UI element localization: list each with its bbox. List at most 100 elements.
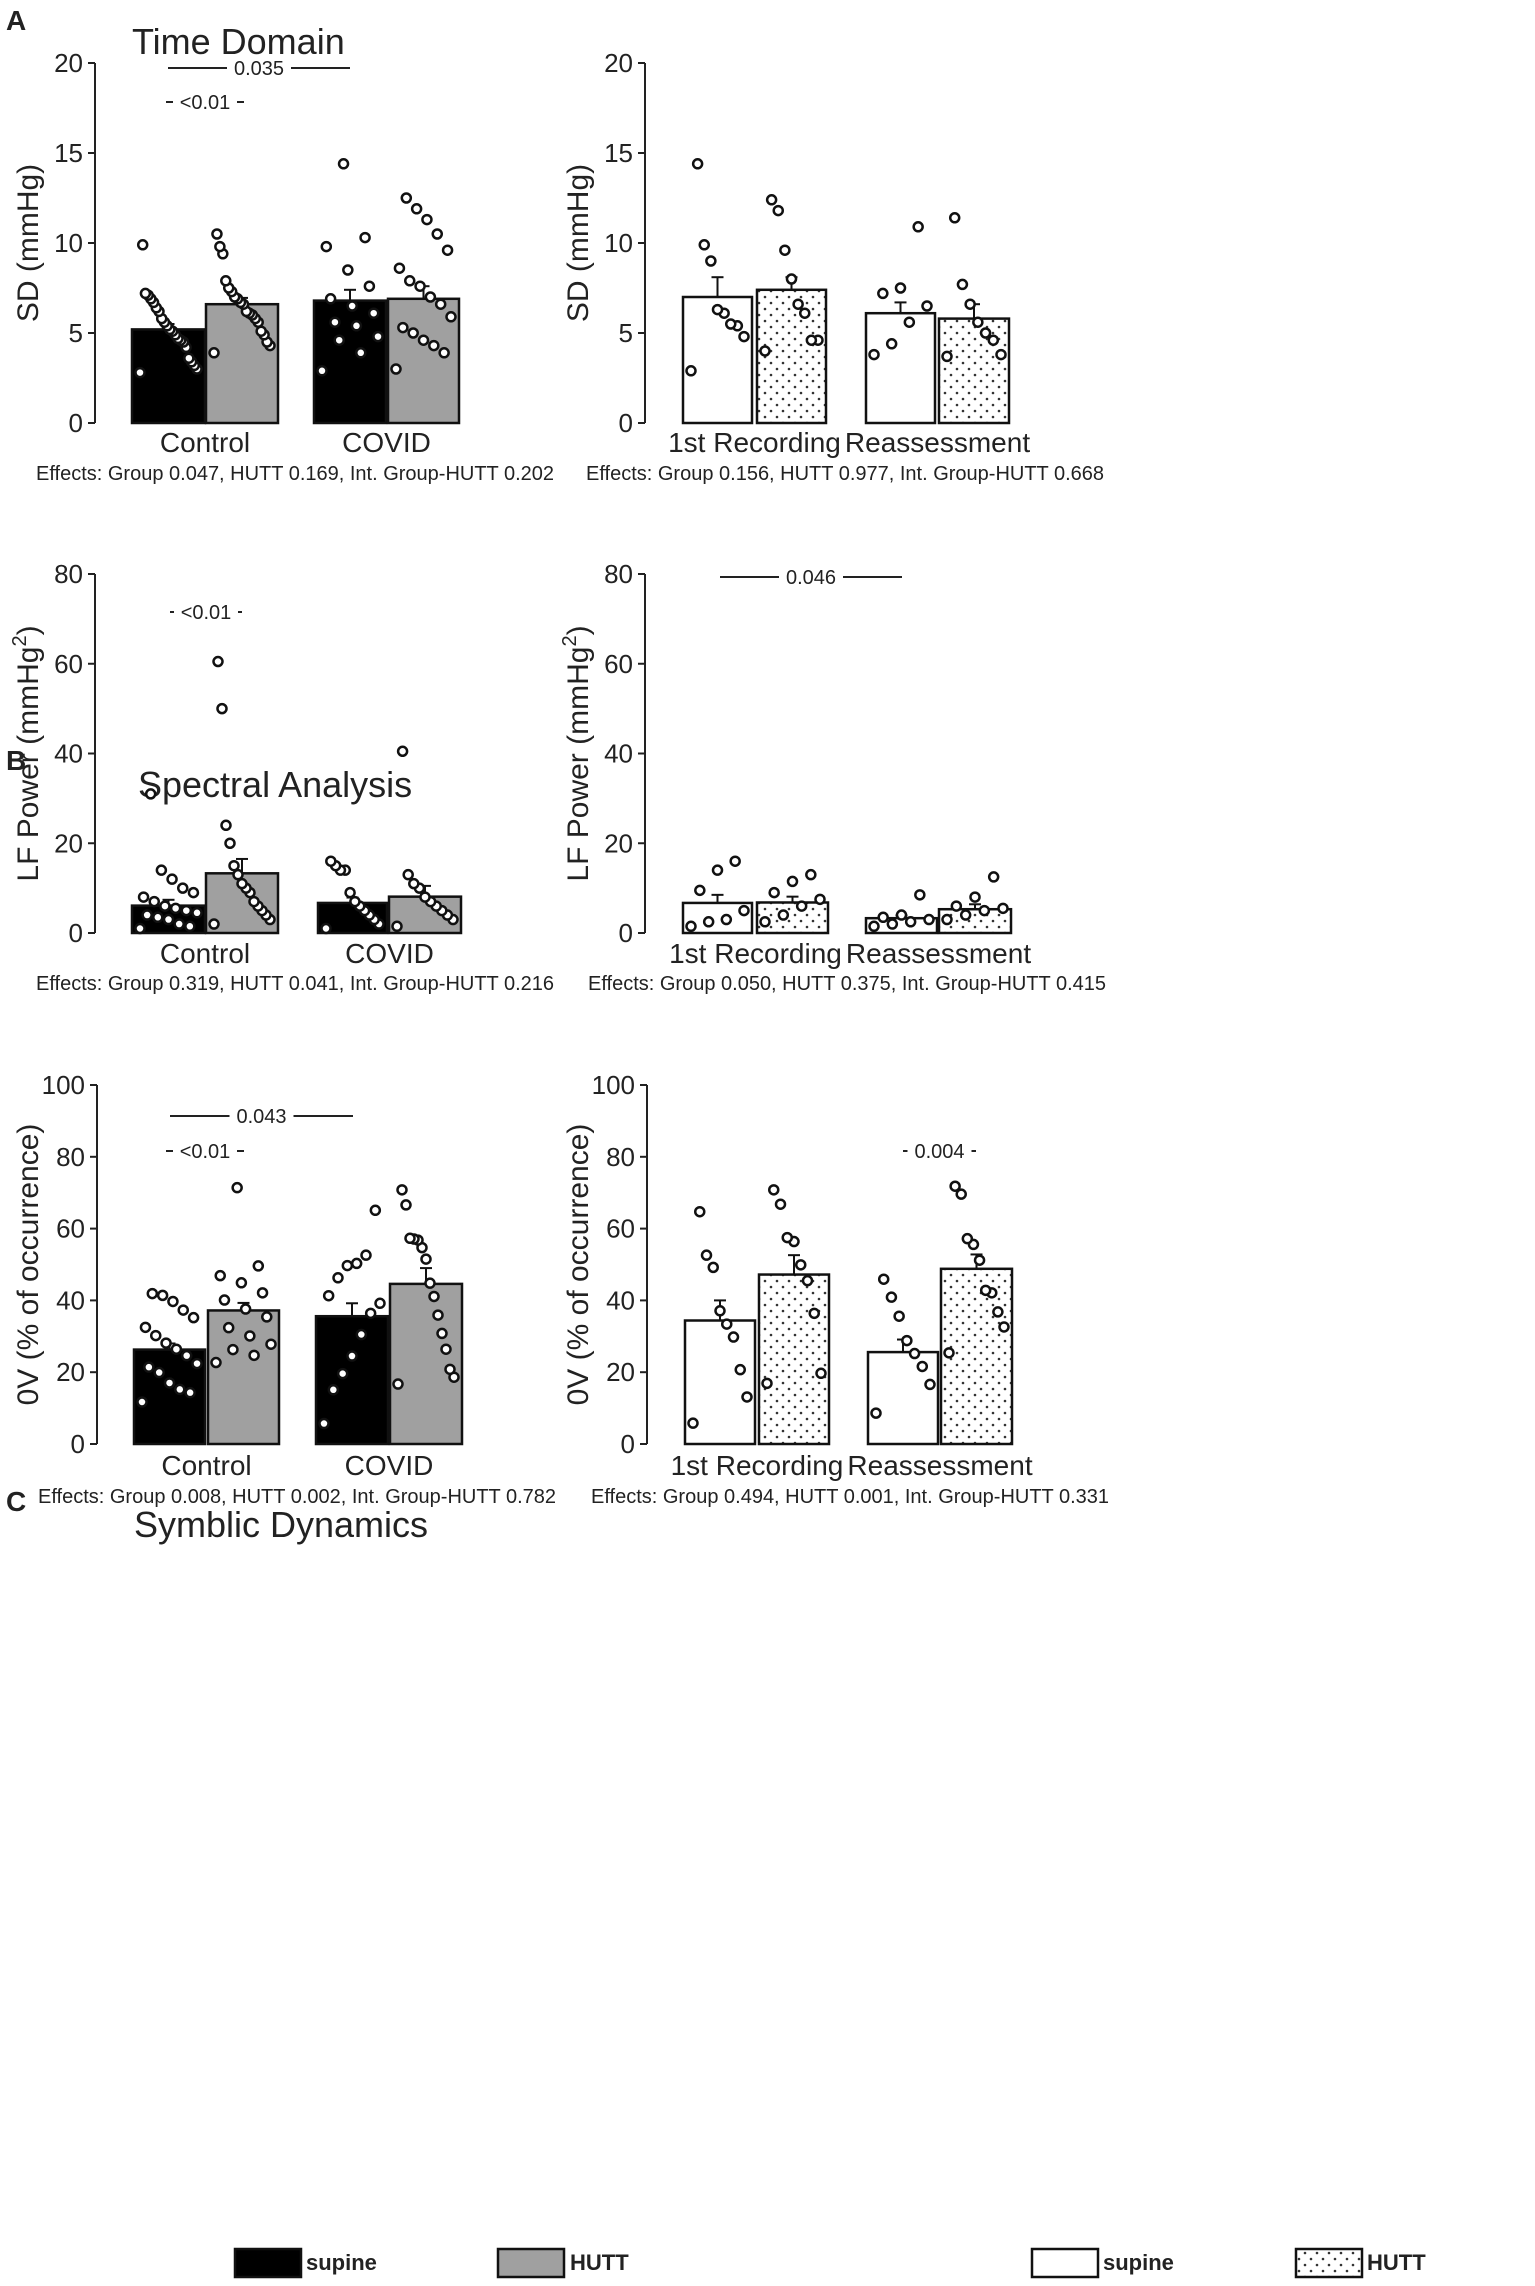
bar-reassessment-HUTT <box>937 317 1011 425</box>
y-axis-label: LF Power (mmHg2) <box>559 625 595 881</box>
data-point <box>955 1188 967 1200</box>
data-point <box>336 1367 349 1380</box>
data-point <box>759 916 771 928</box>
y-axis-label: SD (mmHg) <box>12 164 45 322</box>
data-point <box>768 886 780 899</box>
data-point <box>969 891 981 903</box>
legend-swatch-supine-white <box>1030 2247 1100 2279</box>
data-point <box>414 280 426 292</box>
data-point <box>239 1303 252 1315</box>
y-tick-label: 0 <box>69 918 83 948</box>
section-title-time-domain: Time Domain <box>132 21 345 62</box>
data-point <box>805 868 817 881</box>
data-point <box>146 1287 159 1300</box>
data-point <box>143 1361 155 1373</box>
y-axis-label: SD (mmHg) <box>562 164 595 322</box>
data-point <box>155 864 168 876</box>
data-point <box>808 1307 820 1320</box>
significance-p-value: 0.046 <box>786 567 836 589</box>
data-point <box>785 273 798 285</box>
data-point <box>208 918 220 930</box>
data-point <box>337 158 350 170</box>
legend-swatch-hutt-dots <box>1294 2247 1364 2279</box>
bar-1st-recording-HUTT <box>755 901 830 935</box>
effects-caption: Effects: Group 0.319, HUTT 0.041, Int. G… <box>36 973 554 995</box>
data-point <box>436 1327 448 1340</box>
data-point <box>184 1386 196 1399</box>
chart-panel-a-right: 0 5 10 15 20 SD (mmHg) 1st Recording Reassessme… <box>562 48 1104 485</box>
data-point <box>327 1384 340 1396</box>
data-point <box>995 348 1007 361</box>
data-point <box>169 902 182 915</box>
x-category-label: COVID <box>345 1450 434 1481</box>
data-point <box>410 203 423 215</box>
data-point <box>786 875 799 888</box>
bar-1st-recording-HUTT <box>755 288 828 425</box>
section-letter-a: A <box>6 5 26 36</box>
data-point <box>903 316 916 328</box>
data-point <box>332 1272 344 1284</box>
bar-reassessment-supine <box>864 311 937 425</box>
data-point <box>987 871 1000 883</box>
data-point <box>355 347 367 359</box>
data-point <box>139 287 152 300</box>
chart-panel-c-left: 0 20 40 60 80 100 0V (% of occurrence) Control C… <box>12 1070 556 1508</box>
data-point <box>232 868 244 881</box>
y-tick-label: 80 <box>606 1142 635 1172</box>
data-point <box>256 1287 269 1299</box>
data-point <box>320 922 332 935</box>
data-point <box>137 891 150 903</box>
data-point <box>252 1260 265 1272</box>
data-point <box>424 291 437 303</box>
data-point <box>220 275 232 287</box>
x-category-label: 1st Recording <box>669 938 842 969</box>
legend-swatch-hutt-gray <box>496 2247 566 2279</box>
data-point <box>407 327 419 339</box>
data-point <box>341 1259 354 1272</box>
data-point <box>404 1232 416 1245</box>
data-point <box>921 300 933 312</box>
data-point <box>805 334 818 346</box>
data-point <box>979 1284 992 1297</box>
data-point <box>779 244 791 256</box>
data-point <box>714 1305 726 1317</box>
data-point <box>941 350 953 363</box>
data-point <box>705 255 717 267</box>
section-title-spectral-analysis: Spectral Analysis <box>138 764 412 805</box>
y-tick-label: 100 <box>592 1070 635 1100</box>
data-point <box>391 920 403 933</box>
data-point <box>761 1377 773 1390</box>
data-point <box>870 1407 882 1419</box>
data-point <box>979 327 992 339</box>
data-point <box>134 922 146 935</box>
y-axis-label-end: ) <box>562 625 595 635</box>
data-point <box>173 918 185 930</box>
y-tick-label: 0 <box>621 1429 635 1459</box>
y-tick-label: 5 <box>619 318 633 348</box>
data-point <box>943 1347 955 1359</box>
y-tick-label: 40 <box>56 1285 85 1315</box>
y-axis-label-text: SD (mmHg) <box>12 164 45 322</box>
y-tick-label: 60 <box>56 1214 85 1244</box>
x-category-label: Reassessment <box>845 427 1030 458</box>
data-point <box>734 1363 746 1376</box>
data-point <box>420 1253 432 1265</box>
data-point <box>364 1307 377 1320</box>
data-point <box>177 882 189 894</box>
data-point <box>972 316 984 328</box>
bar-control-HUTT <box>206 1309 281 1446</box>
legend-swatch-supine-black <box>233 2247 303 2279</box>
data-point <box>333 334 345 346</box>
y-tick-label: 20 <box>54 48 83 78</box>
data-point <box>350 320 363 332</box>
y-tick-label: 0 <box>619 408 633 438</box>
data-point <box>396 1184 408 1196</box>
data-point <box>320 240 333 253</box>
data-point <box>318 1417 330 1430</box>
data-point <box>978 904 991 917</box>
data-point <box>136 1396 148 1408</box>
data-point <box>236 877 248 890</box>
data-point <box>228 859 240 872</box>
data-point <box>441 244 454 256</box>
data-point <box>141 909 153 921</box>
